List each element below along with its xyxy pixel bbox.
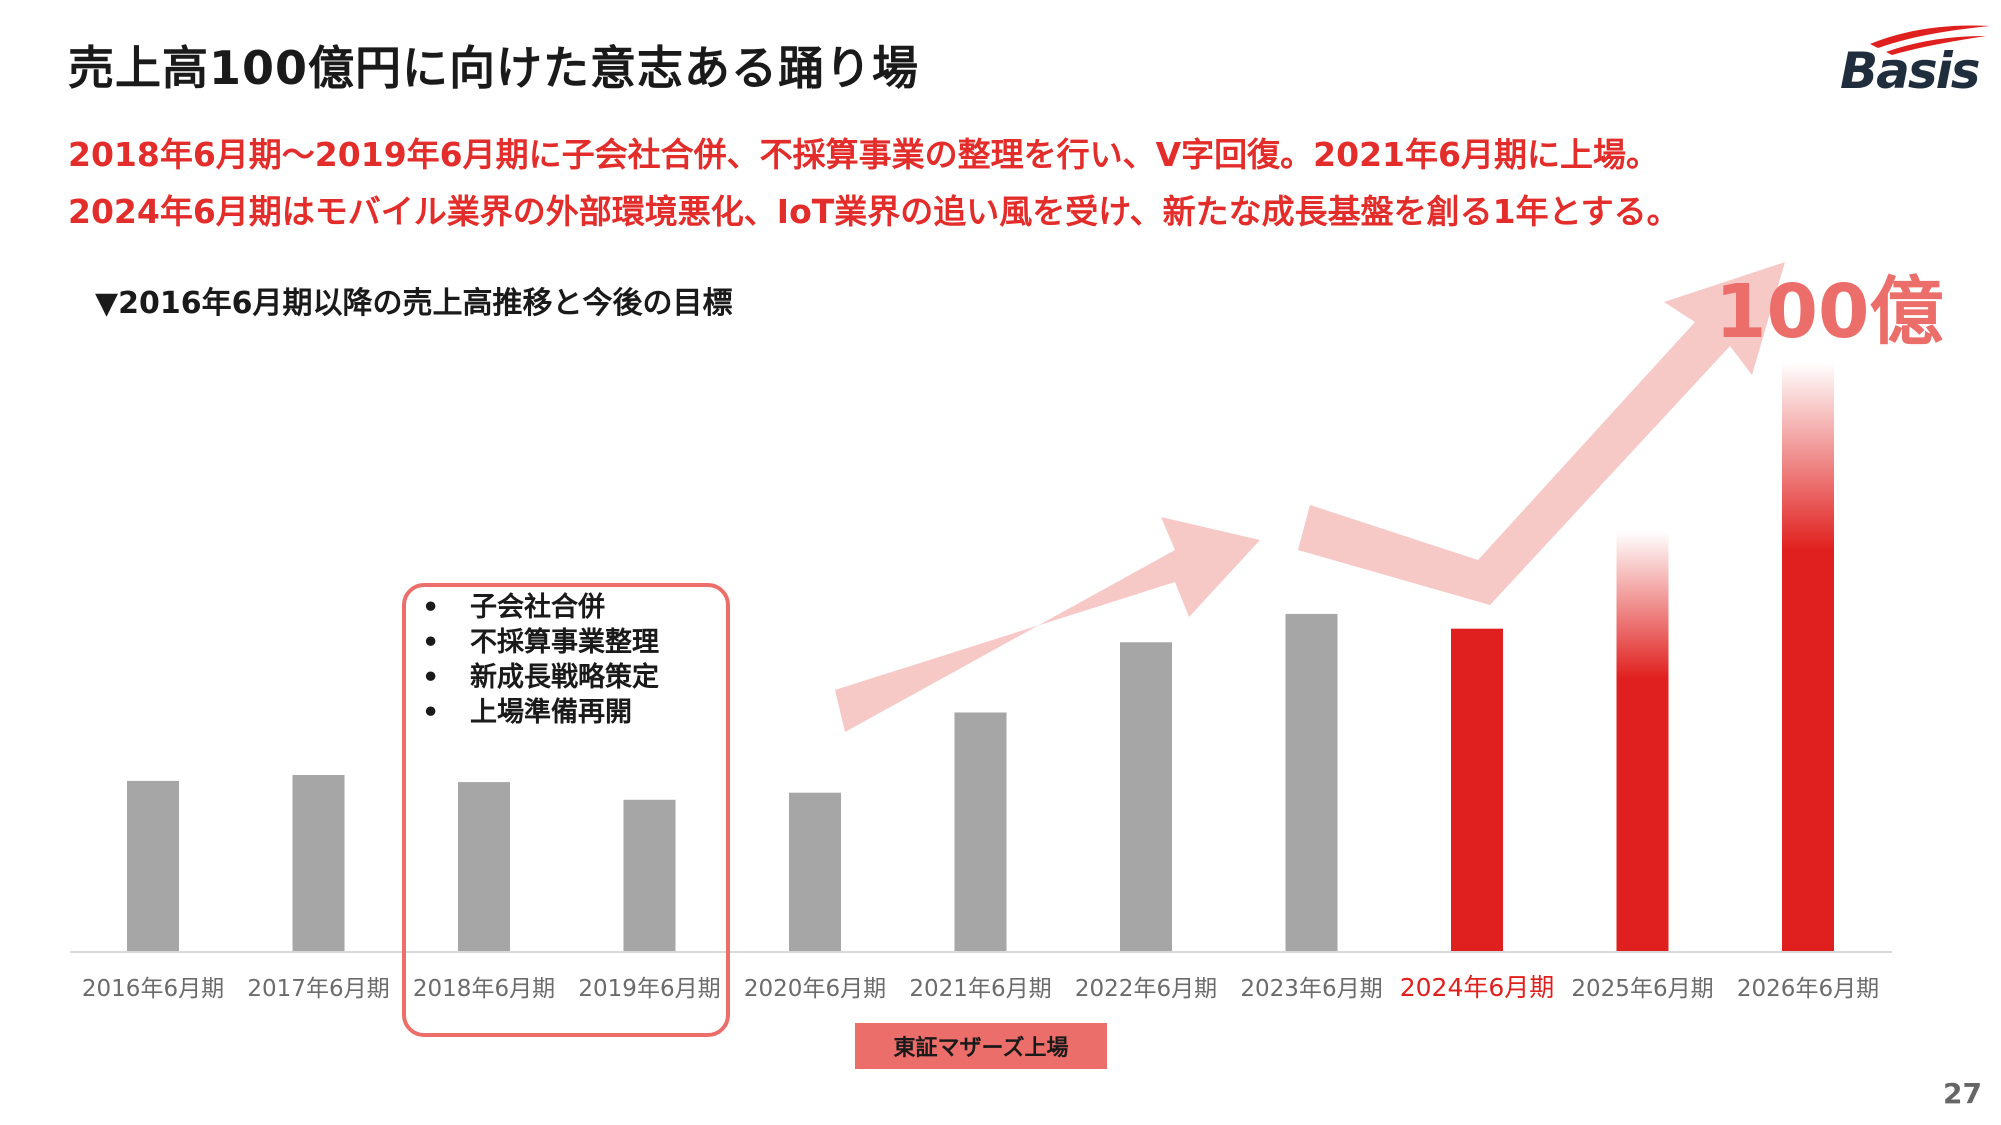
target-label: 100億 [1715, 269, 1944, 355]
bar-2018年6月期 [458, 782, 510, 952]
x-tick-label: 2020年6月期 [744, 976, 886, 1002]
bullet-icon: • [422, 592, 440, 623]
bar-2022年6月期 [1120, 642, 1172, 952]
bar-2024年6月期 [1451, 628, 1503, 952]
bullet-icon: • [422, 627, 440, 658]
subtitle-line-2: 2024年6月期はモバイル業界の外部環境悪化、IoT業界の追い風を受け、新たな成… [68, 192, 1680, 231]
callout-item-label: 子会社合併 [470, 592, 605, 623]
bar-2026年6月期 [1782, 362, 1834, 952]
callout-item: • 新成長戦略策定 [422, 660, 659, 695]
bar-2016年6月期 [127, 780, 179, 952]
bar-2020年6月期 [789, 792, 841, 952]
bullet-icon: • [422, 697, 440, 728]
x-tick-label: 2025年6月期 [1571, 976, 1713, 1002]
callout-item-label: 不採算事業整理 [470, 627, 659, 658]
bar-2023年6月期 [1285, 613, 1338, 952]
x-tick-label: 2023年6月期 [1240, 976, 1382, 1002]
growth-arrow-second [1298, 262, 1785, 605]
bullet-icon: • [422, 662, 440, 693]
growth-arrow-first [835, 517, 1260, 732]
growth-arrows [835, 262, 1785, 732]
x-tick-label: 2018年6月期 [413, 976, 555, 1002]
logo-swoosh-icon [1870, 25, 1990, 55]
x-tick-label: 2021年6月期 [909, 976, 1051, 1002]
basis-logo: Basis [1830, 22, 1990, 102]
callout-item-label: 新成長戦略策定 [470, 662, 659, 693]
x-tick-label: 2019年6月期 [578, 976, 720, 1002]
listing-badge: 東証マザーズ上場 [855, 1023, 1107, 1069]
logo-text: Basis [1840, 42, 1981, 100]
callout-item: • 不採算事業整理 [422, 625, 659, 660]
page-number: 27 [1943, 1077, 1982, 1110]
bar-2021年6月期 [954, 712, 1007, 952]
bar-2017年6月期 [292, 775, 345, 952]
callout-item: • 子会社合併 [422, 590, 659, 625]
x-tick-label: 2016年6月期 [82, 976, 224, 1002]
restructuring-callout [402, 583, 730, 1037]
bar-2019年6月期 [623, 799, 676, 952]
x-tick-label: 2017年6月期 [247, 976, 389, 1002]
callout-list: • 子会社合併 • 不採算事業整理 • 新成長戦略策定 • 上場準備再開 [422, 590, 659, 730]
bar-2025年6月期 [1616, 531, 1669, 952]
subtitle-line-1: 2018年6月期～2019年6月期に子会社合併、不採算事業の整理を行い、V字回復… [68, 135, 1659, 174]
x-tick-label: 2024年6月期 [1400, 973, 1555, 1002]
chart-heading: ▼2016年6月期以降の売上高推移と今後の目標 [95, 286, 733, 321]
x-tick-label: 2026年6月期 [1737, 976, 1879, 1002]
callout-item: • 上場準備再開 [422, 695, 659, 730]
x-tick-label: 2022年6月期 [1075, 976, 1217, 1002]
page-title: 売上高100億円に向けた意志ある踊り場 [68, 41, 920, 95]
callout-item-label: 上場準備再開 [470, 697, 632, 728]
